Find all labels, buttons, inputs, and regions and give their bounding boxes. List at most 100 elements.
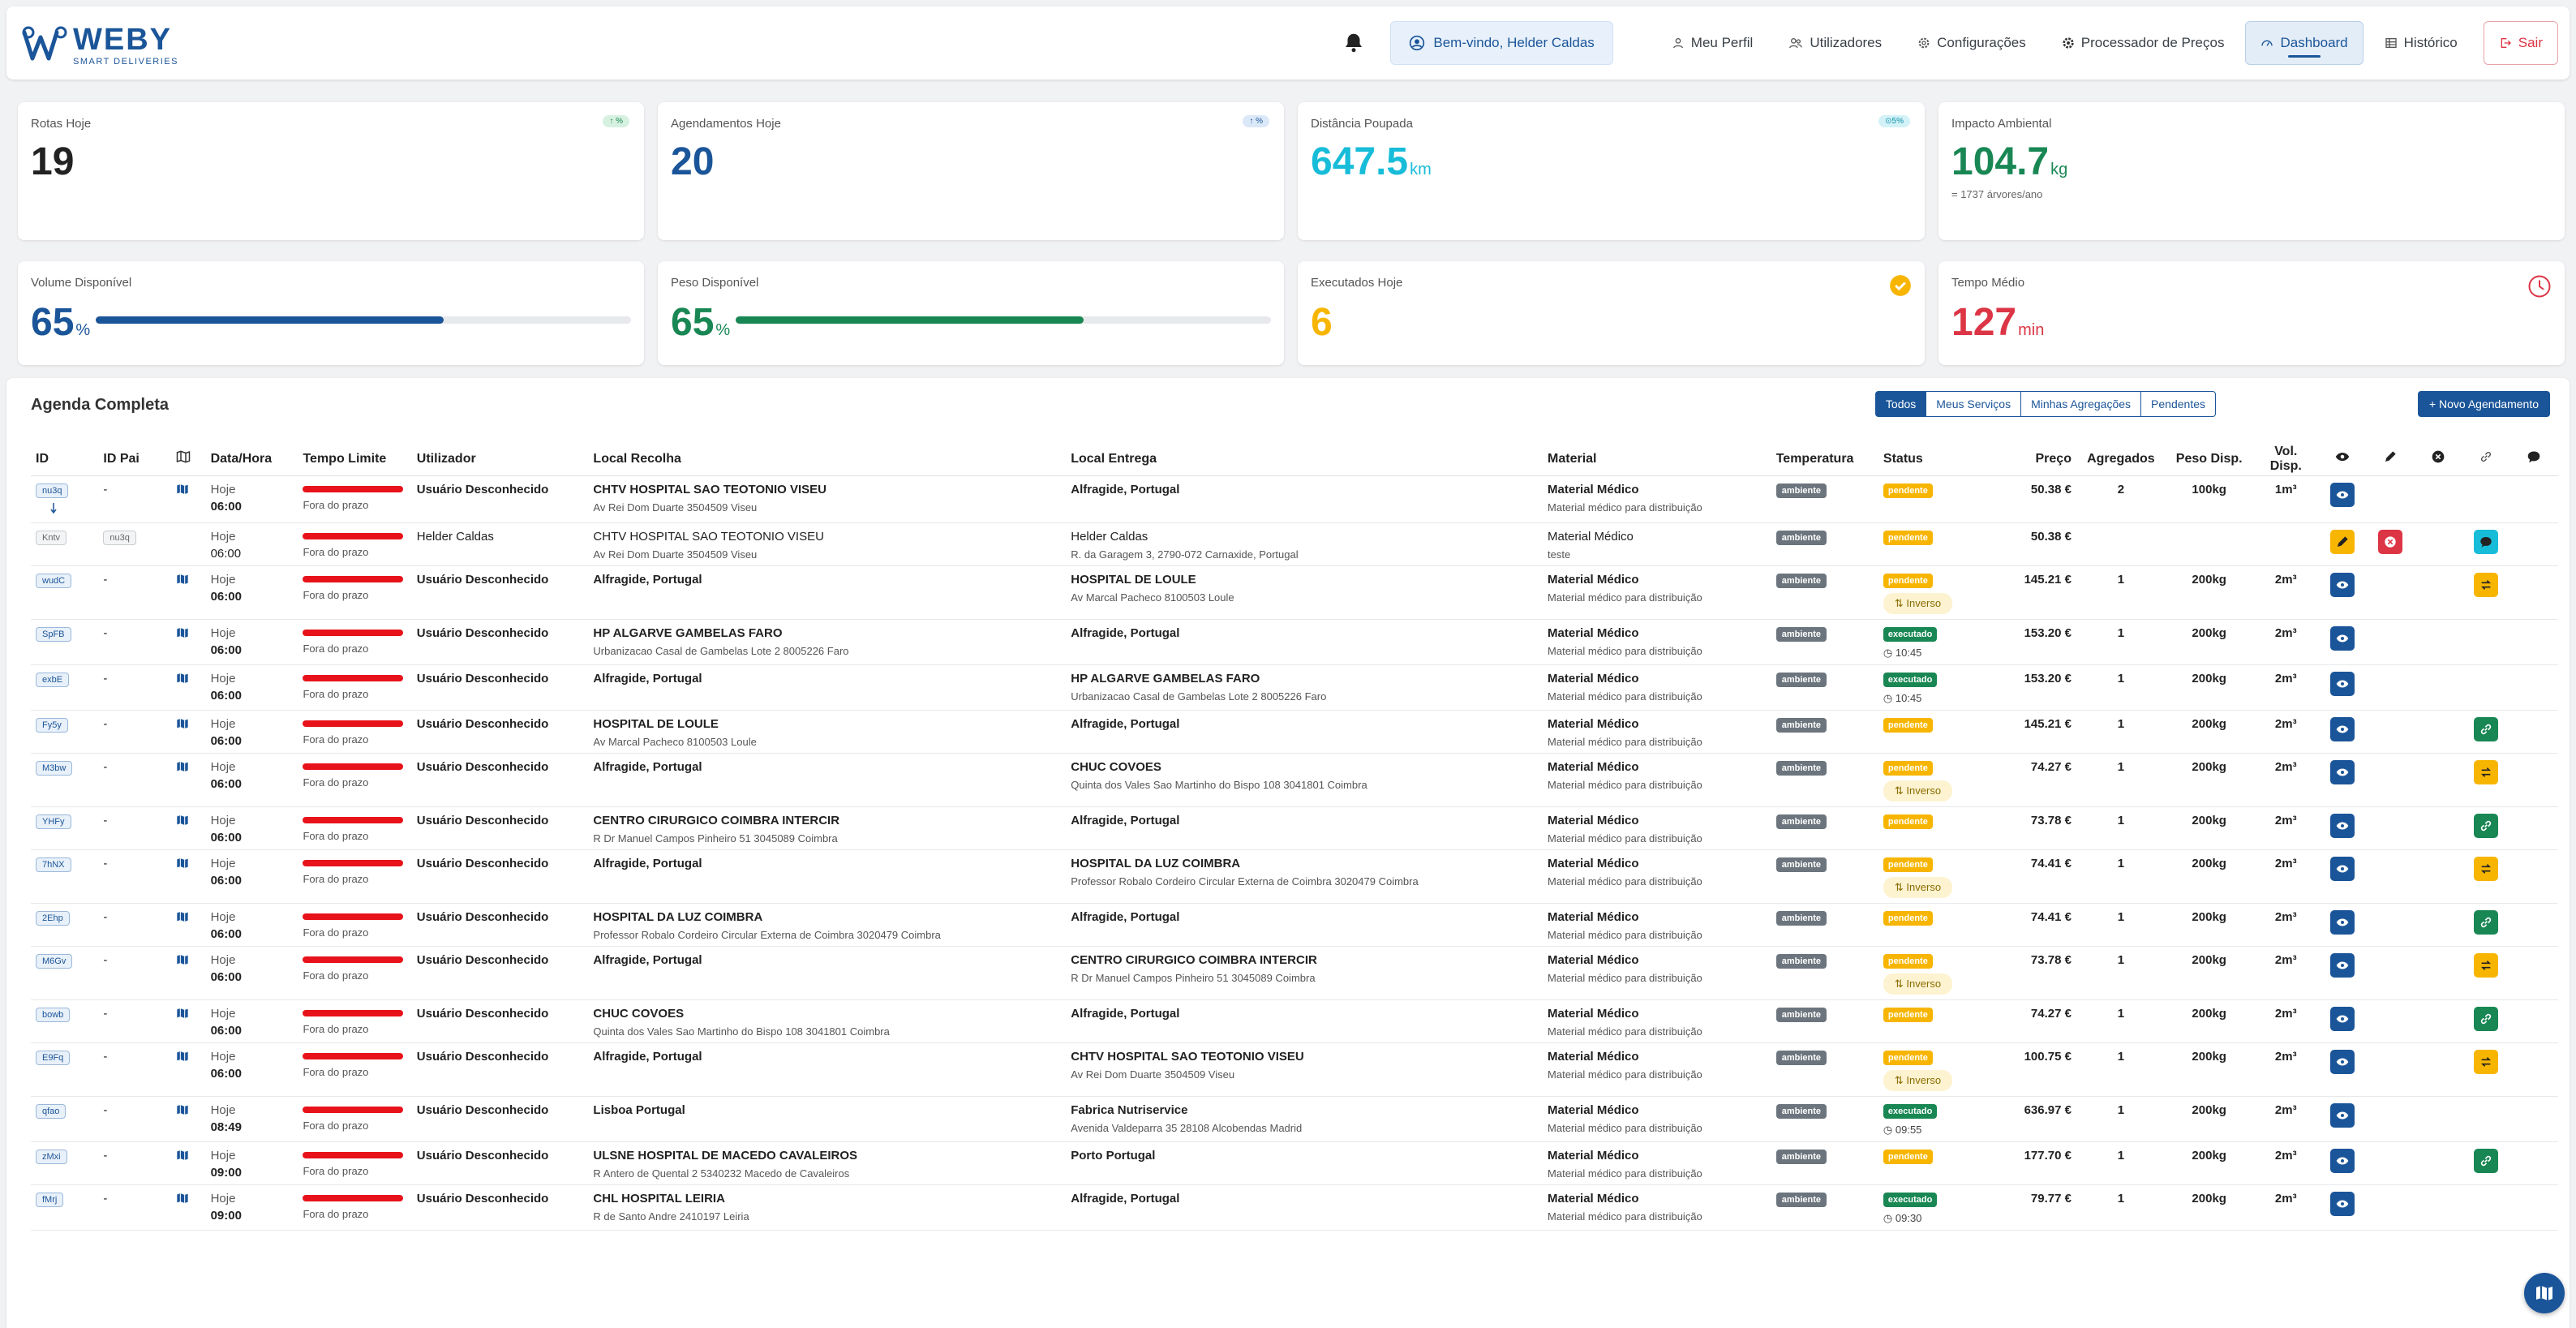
new-appointment-button[interactable]: + Novo Agendamento: [2417, 391, 2550, 417]
view-button[interactable]: [2330, 572, 2355, 597]
id-chip[interactable]: M3bw: [36, 760, 73, 776]
view-button[interactable]: [2330, 813, 2355, 838]
swap-button[interactable]: [2474, 759, 2499, 784]
map-icon[interactable]: [176, 673, 189, 688]
map-icon[interactable]: [176, 911, 189, 926]
map-icon[interactable]: [176, 627, 189, 643]
col-agregados[interactable]: Agregados: [2076, 443, 2166, 476]
id-chip[interactable]: M6Gv: [36, 953, 73, 969]
link-button[interactable]: [2474, 1148, 2499, 1173]
col-utilizador[interactable]: Utilizador: [411, 443, 589, 476]
map-icon[interactable]: [176, 954, 189, 969]
view-button[interactable]: [2330, 1049, 2355, 1074]
nav-processador-precos[interactable]: Processador de Preços: [2047, 21, 2239, 65]
table-row[interactable]: bowb - Hoje 06:00 Fora do prazo Usuário Desco…: [31, 999, 2558, 1043]
map-icon[interactable]: [176, 1150, 189, 1165]
id-chip[interactable]: Kntv: [36, 530, 67, 545]
nav-dashboard[interactable]: Dashboard: [2245, 21, 2363, 65]
id-chip[interactable]: exbE: [36, 672, 70, 687]
view-button[interactable]: [2330, 952, 2355, 978]
id-chip[interactable]: SpFB: [36, 626, 71, 642]
brand-logo[interactable]: WEBY SMART DELIVERIES: [21, 24, 178, 67]
chat-button[interactable]: [2474, 529, 2499, 554]
view-button[interactable]: [2330, 856, 2355, 881]
col-preco[interactable]: Preço: [2002, 443, 2076, 476]
id-chip[interactable]: wudC: [36, 573, 72, 588]
col-status[interactable]: Status: [1878, 443, 2003, 476]
table-row[interactable]: 7hNX - Hoje 06:00 Fora do prazo Usuário Desco…: [31, 849, 2558, 904]
table-row[interactable]: exbE - Hoje 06:00 Fora do prazo Usuário Desco…: [31, 664, 2558, 711]
table-row[interactable]: zMxi - Hoje 09:00 Fora do prazo Usuário Desco…: [31, 1141, 2558, 1185]
table-row[interactable]: qfao - Hoje 08:49 Fora do prazo Usuário Desco…: [31, 1096, 2558, 1142]
id-chip[interactable]: E9Fq: [36, 1050, 71, 1065]
col-id-pai[interactable]: ID Pai: [98, 443, 171, 476]
col-tempo-limite[interactable]: Tempo Limite: [298, 443, 412, 476]
col-temperatura[interactable]: Temperatura: [1771, 443, 1878, 476]
id-chip[interactable]: zMxi: [36, 1149, 67, 1164]
id-chip[interactable]: fMrj: [36, 1192, 64, 1207]
id-chip[interactable]: bowb: [36, 1007, 71, 1022]
id-chip[interactable]: Fy5y: [36, 717, 68, 733]
nav-meu-perfil[interactable]: Meu Perfil: [1657, 21, 1768, 65]
col-local-recolha[interactable]: Local Recolha: [588, 443, 1067, 476]
parent-id-chip[interactable]: nu3q: [103, 530, 136, 545]
filter-todos[interactable]: Todos: [1874, 391, 1927, 417]
map-icon[interactable]: [176, 483, 189, 499]
view-button[interactable]: [2330, 716, 2355, 741]
table-row[interactable]: M6Gv - Hoje 06:00 Fora do prazo Usuário Desco…: [31, 946, 2558, 1000]
col-local-entrega[interactable]: Local Entrega: [1066, 443, 1543, 476]
view-button[interactable]: [2330, 1191, 2355, 1216]
map-icon[interactable]: [176, 814, 189, 830]
filter-pendentes[interactable]: Pendentes: [2140, 391, 2216, 417]
link-button[interactable]: [2474, 716, 2499, 741]
view-button[interactable]: [2330, 482, 2355, 507]
table-row[interactable]: 2Ehp - Hoje 06:00 Fora do prazo Usuário Desco…: [31, 903, 2558, 947]
view-button[interactable]: [2330, 1148, 2355, 1173]
table-row[interactable]: SpFB - Hoje 06:00 Fora do prazo Usuário Desco…: [31, 619, 2558, 665]
map-icon[interactable]: [176, 1104, 189, 1120]
link-button[interactable]: [2474, 813, 2499, 838]
col-data-hora[interactable]: Data/Hora: [205, 443, 298, 476]
col-peso-disp[interactable]: Peso Disp.: [2165, 443, 2253, 476]
table-row[interactable]: M3bw - Hoje 06:00 Fora do prazo Usuário Desco…: [31, 753, 2558, 807]
table-row[interactable]: Kntv nu3q Hoje 06:00 Fora do prazo Helder Cal…: [31, 522, 2558, 566]
filter-minhas-agregacoes[interactable]: Minhas Agregações: [2020, 391, 2142, 417]
map-fab-button[interactable]: [2524, 1273, 2565, 1313]
map-icon[interactable]: [176, 574, 189, 589]
table-row[interactable]: nu3q - Hoje 06:00 Fora do prazo Usuário Desco…: [31, 475, 2558, 523]
swap-button[interactable]: [2474, 572, 2499, 597]
filter-meus-servicos[interactable]: Meus Serviços: [1926, 391, 2022, 417]
map-icon[interactable]: [176, 1008, 189, 1023]
swap-button[interactable]: [2474, 856, 2499, 881]
id-chip[interactable]: qfao: [36, 1103, 67, 1119]
map-icon[interactable]: [176, 1193, 189, 1208]
view-button[interactable]: [2330, 909, 2355, 935]
map-icon[interactable]: [176, 761, 189, 776]
table-row[interactable]: Fy5y - Hoje 06:00 Fora do prazo Usuário Desco…: [31, 710, 2558, 754]
nav-historico[interactable]: Histórico: [2370, 21, 2472, 65]
link-button[interactable]: [2474, 909, 2499, 935]
id-chip[interactable]: 7hNX: [36, 857, 71, 872]
view-button[interactable]: [2330, 1006, 2355, 1031]
nav-configuracoes[interactable]: Configurações: [1903, 21, 2041, 65]
view-button[interactable]: [2330, 1102, 2355, 1128]
logout-button[interactable]: Sair: [2483, 21, 2558, 65]
map-icon[interactable]: [176, 718, 189, 733]
map-icon[interactable]: [176, 857, 189, 873]
id-chip[interactable]: 2Ehp: [36, 910, 70, 926]
id-chip[interactable]: nu3q: [36, 483, 69, 498]
table-row[interactable]: wudC - Hoje 06:00 Fora do prazo Usuário Desco…: [31, 565, 2558, 620]
swap-button[interactable]: [2474, 1049, 2499, 1074]
col-material[interactable]: Material: [1543, 443, 1771, 476]
bell-icon[interactable]: [1342, 31, 1366, 55]
col-vol-disp[interactable]: Vol. Disp.: [2252, 443, 2319, 476]
edit-button[interactable]: [2330, 529, 2355, 554]
view-button[interactable]: [2330, 759, 2355, 784]
cancel-button[interactable]: [2378, 529, 2403, 554]
col-id[interactable]: ID: [31, 443, 99, 476]
welcome-user-button[interactable]: Bem-vindo, Helder Caldas: [1390, 21, 1613, 65]
table-row[interactable]: YHFy - Hoje 06:00 Fora do prazo Usuário Desco…: [31, 806, 2558, 850]
nav-utilizadores[interactable]: Utilizadores: [1774, 21, 1896, 65]
swap-button[interactable]: [2474, 952, 2499, 978]
view-button[interactable]: [2330, 671, 2355, 696]
